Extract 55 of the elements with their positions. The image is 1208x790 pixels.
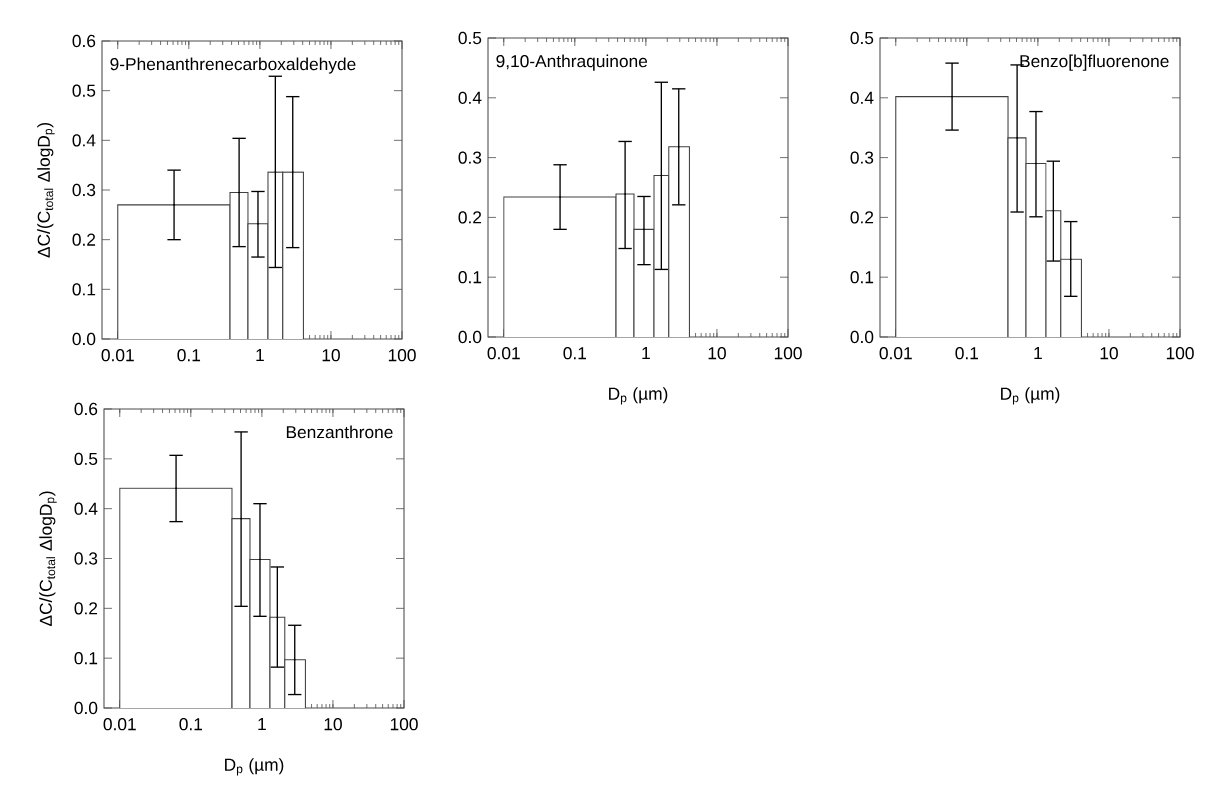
y-tick-label: 0.0 xyxy=(74,701,98,715)
x-tick-label: 100 xyxy=(388,349,416,362)
x-tick-label: 100 xyxy=(774,347,802,360)
x-axis-title: D$_{p}$ (µm) xyxy=(1001,387,1060,405)
y-tick-label: 0.6 xyxy=(74,402,98,416)
text: 9,10-Anthraquinone xyxy=(496,54,648,71)
y-tick-label: 0.2 xyxy=(458,211,482,224)
x-tick-label: 1 xyxy=(642,347,650,359)
y-tick-label: 0.0 xyxy=(850,330,874,344)
y-tick-label: 0.5 xyxy=(458,31,482,45)
y-tick-label: 0.5 xyxy=(72,84,96,97)
x-tick-label: 0.01 xyxy=(487,347,520,360)
text: Benzo[b]fluorenone xyxy=(1020,54,1169,71)
y-tick-label: 0.5 xyxy=(74,452,98,465)
text: 9-Phenanthrenecarboxaldehyde xyxy=(110,57,356,74)
y-tick-label: 0.3 xyxy=(72,183,96,197)
x-tick-label: 100 xyxy=(390,718,418,731)
y-tick-label: 0.2 xyxy=(72,233,96,246)
y-axis-title: ΔC/(C$_{total}$ ΔlogD$_{p}$) xyxy=(39,491,57,626)
y-tick-label: 0.2 xyxy=(850,211,874,224)
y-tick-label: 0.2 xyxy=(74,602,98,615)
y-tick-label: 0.3 xyxy=(458,151,482,164)
x-tick-label: 100 xyxy=(1166,347,1194,360)
x-axis-title: D$_{p}$ (µm) xyxy=(225,758,284,776)
y-axis-title: ΔC/(C$_{total}$ ΔlogD$_{p}$) xyxy=(37,123,55,258)
y-tick-label: 0.1 xyxy=(458,271,482,284)
y-tick-label: 0.0 xyxy=(458,330,482,344)
x-tick-label: 1 xyxy=(258,718,266,730)
x-tick-label: 0.1 xyxy=(955,347,979,360)
text: Benzanthrone xyxy=(286,425,393,439)
x-tick-label: 0.1 xyxy=(179,718,203,731)
y-tick-label: 0.4 xyxy=(458,91,482,104)
x-tick-label: 0.01 xyxy=(879,347,912,360)
y-tick-label: 0.3 xyxy=(850,151,874,164)
x-tick-label: 0.1 xyxy=(177,349,201,362)
x-tick-label: 1 xyxy=(256,349,264,361)
x-tick-label: 0.01 xyxy=(101,349,134,362)
y-tick-label: 0.4 xyxy=(72,134,96,147)
y-tick-label: 0.1 xyxy=(74,652,98,665)
x-tick-label: 1 xyxy=(1034,347,1042,359)
x-tick-label: 10 xyxy=(324,718,342,731)
y-tick-label: 0.4 xyxy=(850,91,874,104)
x-axis-title: D$_{p}$ (µm) xyxy=(609,387,668,405)
y-tick-label: 0.6 xyxy=(72,34,96,48)
x-tick-label: 0.01 xyxy=(103,718,136,731)
y-tick-label: 0.0 xyxy=(72,332,96,346)
x-tick-label: 10 xyxy=(1100,347,1118,360)
x-tick-label: 10 xyxy=(322,349,340,362)
x-tick-label: 10 xyxy=(708,347,726,360)
y-tick-label: 0.5 xyxy=(850,31,874,45)
y-tick-label: 0.4 xyxy=(74,502,98,515)
y-tick-label: 0.1 xyxy=(72,283,96,296)
y-tick-label: 0.1 xyxy=(850,271,874,284)
x-tick-label: 0.1 xyxy=(563,347,587,360)
y-tick-label: 0.3 xyxy=(74,552,98,565)
